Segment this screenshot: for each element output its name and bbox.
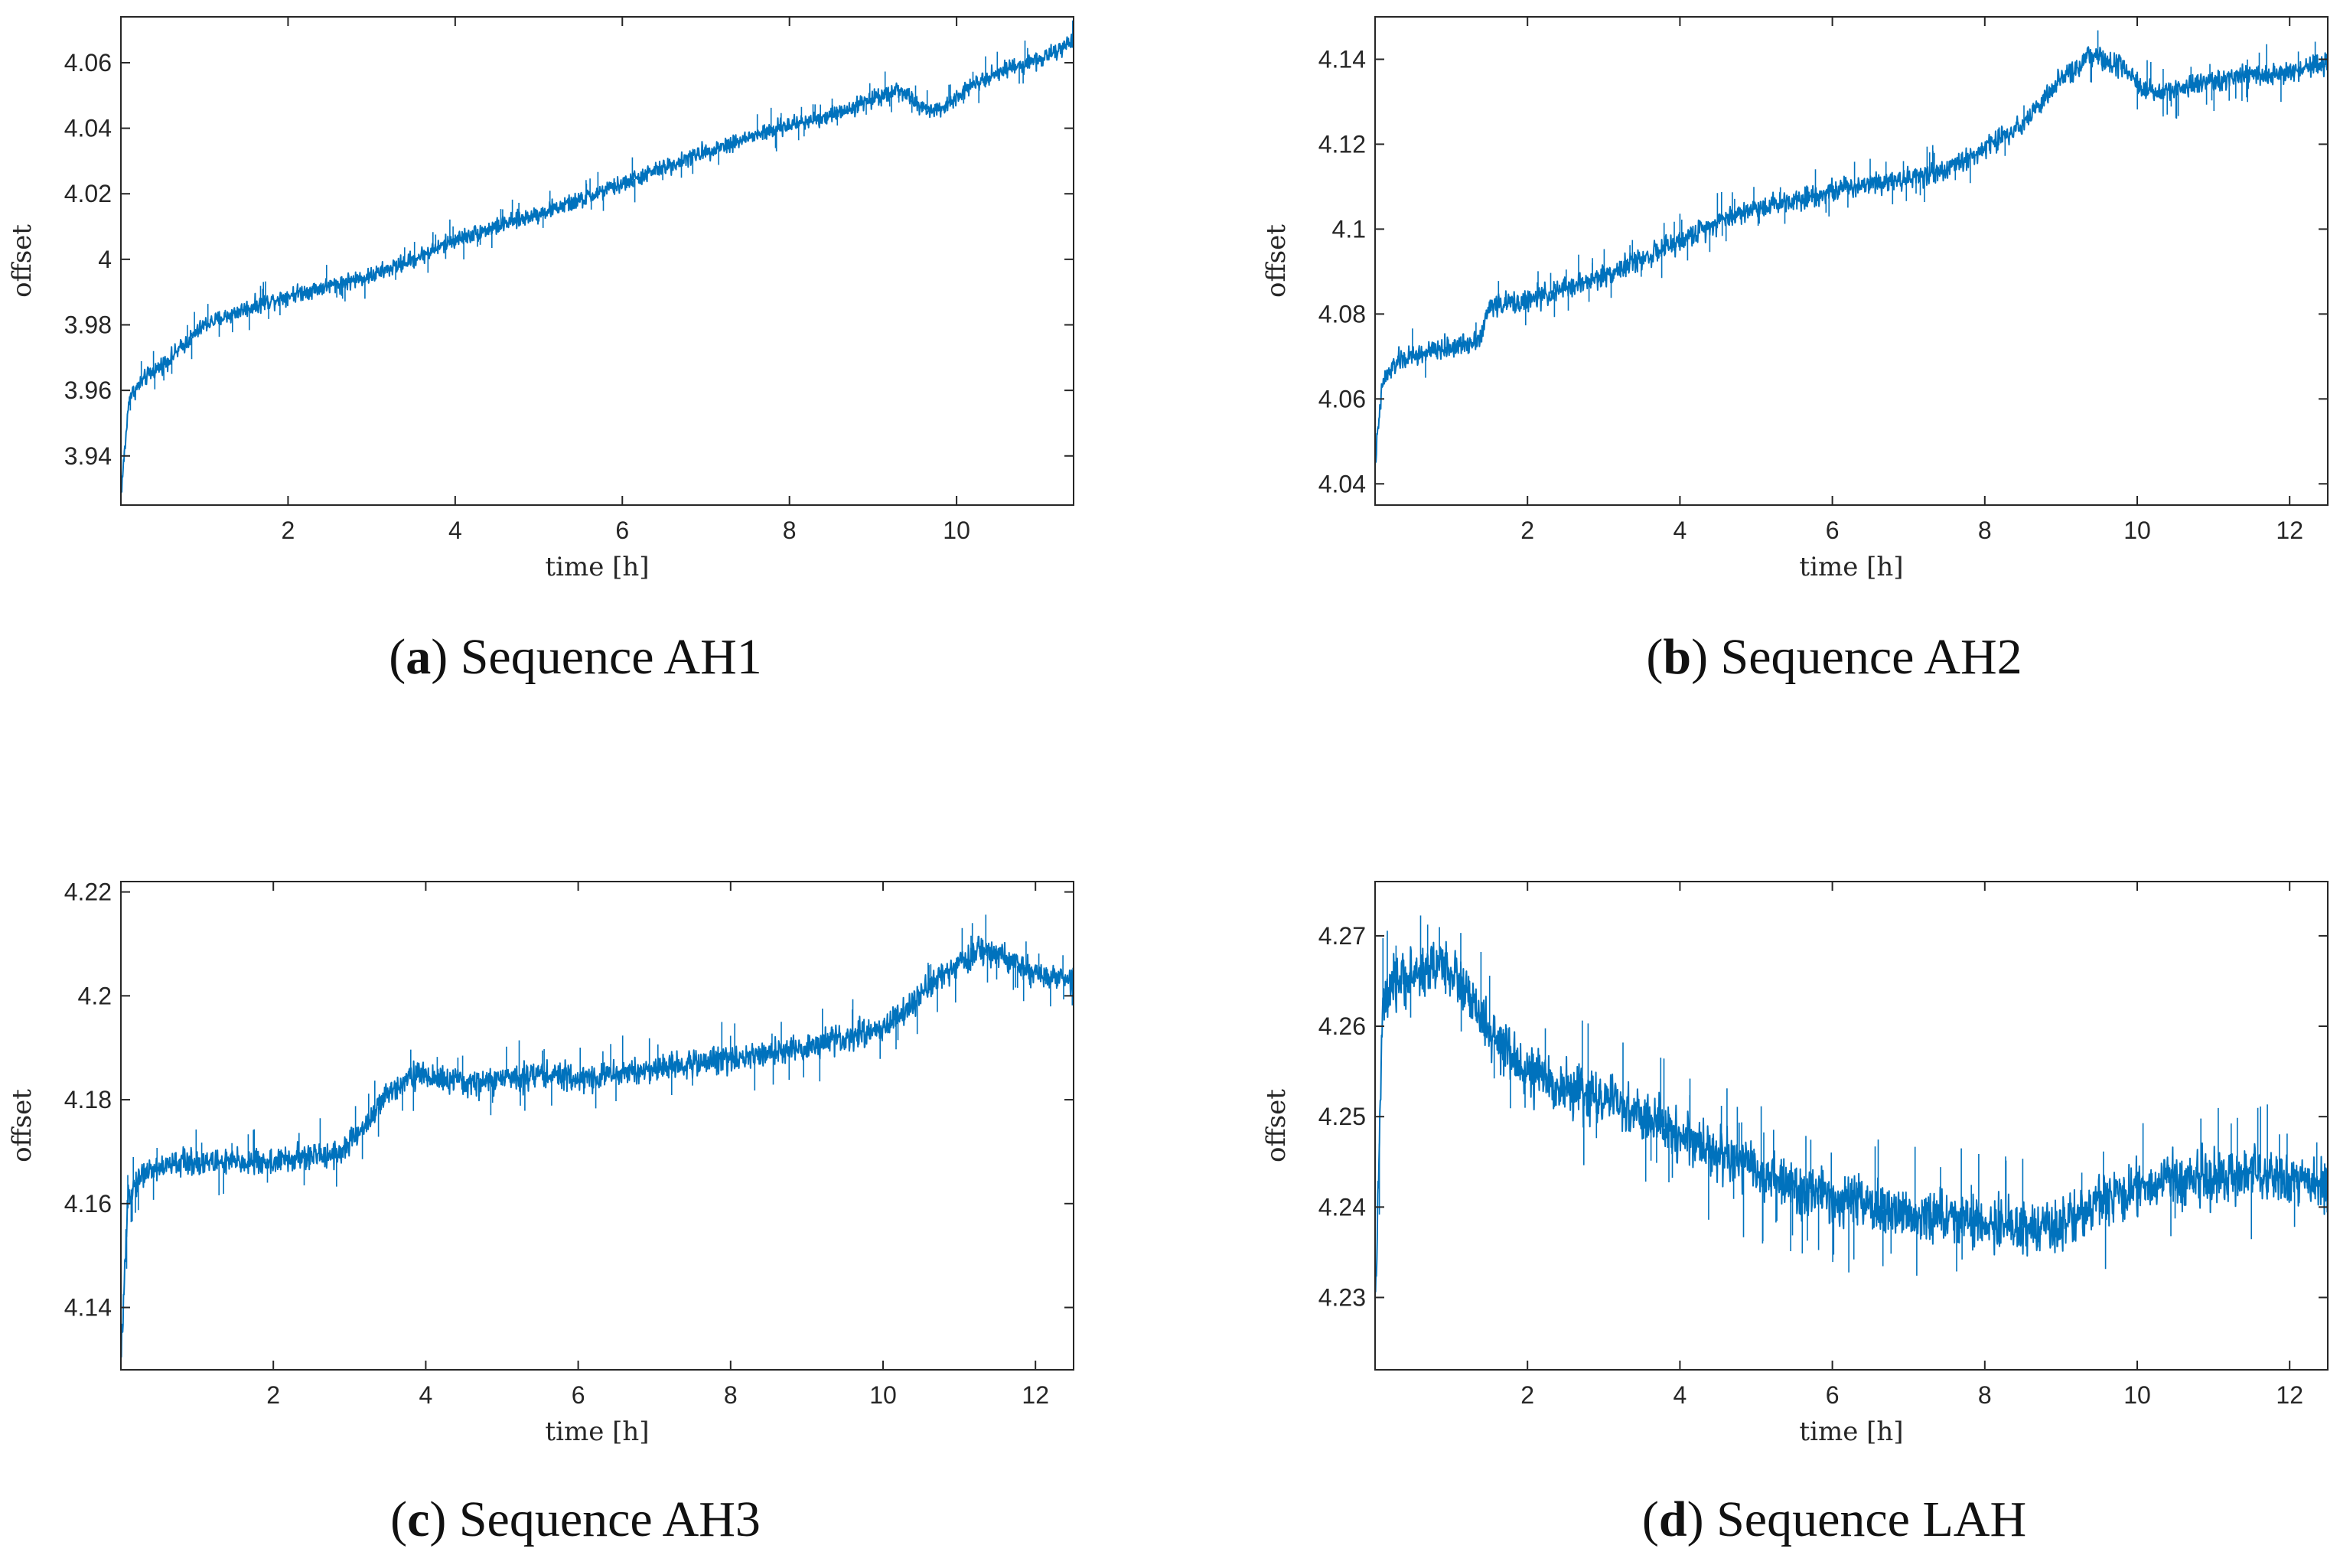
offset-line <box>1375 46 2328 469</box>
panel-b: 2 4 6 8 10 12 4.04 4.06 4.08 4.1 4.12 4.14 time [h] o… <box>1261 16 2329 685</box>
y-tick-label: 4.08 <box>1318 300 1366 328</box>
y-axis-label: offset <box>1261 224 1292 298</box>
x-tick-label: 2 <box>282 517 295 544</box>
y-tick-label: 4.02 <box>64 180 112 207</box>
x-tick-label: 12 <box>1022 1381 1049 1409</box>
axes-frame <box>120 881 1074 1371</box>
y-tick-label: 4.14 <box>1318 45 1366 73</box>
offset-line <box>121 935 1074 1358</box>
y-tick-label: 4.26 <box>1318 1012 1366 1040</box>
y-tick-label: 4.24 <box>1318 1193 1366 1221</box>
x-tick-label: 2 <box>1520 1381 1534 1409</box>
panel-a: 2 4 6 8 10 3.94 3.96 3.98 4 4.02 4.04 4.06 time [h] o… <box>7 16 1074 685</box>
x-tick-label: 6 <box>572 1381 585 1409</box>
caption-text: Sequence AH1 <box>461 629 762 685</box>
caption-text: Sequence LAH <box>1716 1491 2026 1547</box>
y-tick-label: 3.98 <box>64 311 112 338</box>
series-offset <box>1375 30 2328 469</box>
offset-noise-spikes <box>125 914 1074 1269</box>
x-tick-label: 10 <box>2123 517 2151 544</box>
y-tick-label: 4.25 <box>1318 1103 1366 1130</box>
x-axis-label: time [h] <box>545 1416 649 1447</box>
y-tick-label: 4.04 <box>64 115 112 142</box>
y-tick-label: 4.04 <box>1318 470 1366 497</box>
y-axis-label: offset <box>7 1089 37 1162</box>
x-tick-label: 4 <box>1674 1381 1687 1409</box>
caption-letter: b <box>1663 629 1691 685</box>
y-axis-label: offset <box>7 224 37 298</box>
y-axis-label: offset <box>1261 1089 1292 1162</box>
x-tick-label: 6 <box>615 517 629 544</box>
y-tick-label: 4.16 <box>64 1190 112 1218</box>
x-tick-label: 8 <box>1978 1381 1992 1409</box>
y-tick-label: 4.06 <box>64 49 112 77</box>
x-tick-label: 8 <box>724 1381 738 1409</box>
caption-text: Sequence AH2 <box>1721 629 2022 685</box>
panel-caption: (b) Sequence AH2 <box>1646 629 2022 685</box>
y-tick-label: 4 <box>98 246 112 273</box>
y-tick-label: 3.96 <box>64 377 112 404</box>
offset-line <box>121 33 1074 494</box>
x-tick-label: 8 <box>1978 517 1992 544</box>
series-offset <box>1375 915 2328 1293</box>
x-tick-label: 10 <box>943 517 970 544</box>
y-tick-label: 3.94 <box>64 442 112 470</box>
x-tick-label: 6 <box>1826 1381 1840 1409</box>
caption-letter: a <box>406 629 431 685</box>
y-tick-label: 4.27 <box>1318 922 1366 950</box>
offset-noise-spikes <box>1378 915 2318 1276</box>
caption-letter: d <box>1659 1491 1687 1547</box>
series-offset <box>121 20 1074 494</box>
panel-caption: (d) Sequence LAH <box>1642 1491 2026 1547</box>
x-axis-label: time [h] <box>1799 552 1903 582</box>
y-tick-label: 4.23 <box>1318 1283 1366 1311</box>
x-axis-label: time [h] <box>545 552 649 582</box>
x-tick-label: 4 <box>1674 517 1687 544</box>
series-offset <box>121 914 1074 1358</box>
x-tick-label: 2 <box>1520 517 1534 544</box>
x-tick-label: 8 <box>783 517 797 544</box>
axes-frame <box>1374 16 2329 506</box>
panel-caption: (c) Sequence AH3 <box>390 1491 761 1547</box>
panel-d: 2 4 6 8 10 12 4.23 4.24 4.25 4.26 4.27 time [h] offs… <box>1261 881 2329 1547</box>
x-tick-label: 12 <box>2276 517 2303 544</box>
caption-letter: c <box>407 1491 429 1547</box>
axes-frame <box>120 16 1074 506</box>
panel-c: 2 4 6 8 10 12 4.14 4.16 4.18 4.2 4.22 time [h] offse… <box>7 879 1074 1547</box>
caption-text: Sequence AH3 <box>459 1491 761 1547</box>
x-tick-label: 2 <box>266 1381 280 1409</box>
y-tick-label: 4.06 <box>1318 385 1366 412</box>
y-tick-label: 4.12 <box>1318 130 1366 158</box>
y-tick-label: 4.1 <box>1332 215 1366 243</box>
x-tick-label: 6 <box>1826 517 1840 544</box>
x-tick-label: 12 <box>2276 1381 2303 1409</box>
axes-frame <box>1374 881 2329 1371</box>
offset-noise-spikes <box>1412 30 2316 378</box>
x-axis-label: time [h] <box>1799 1416 1903 1447</box>
offset-noise-spikes <box>129 20 1074 411</box>
x-tick-label: 4 <box>448 517 462 544</box>
y-tick-label: 4.22 <box>64 879 112 906</box>
offset-line <box>1375 940 2328 1293</box>
panel-caption: (a) Sequence AH1 <box>389 629 762 685</box>
x-tick-label: 10 <box>869 1381 897 1409</box>
x-tick-label: 10 <box>2123 1381 2151 1409</box>
y-tick-label: 4.14 <box>64 1294 112 1322</box>
y-tick-label: 4.2 <box>78 982 112 1009</box>
x-tick-label: 4 <box>419 1381 433 1409</box>
y-tick-label: 4.18 <box>64 1086 112 1113</box>
